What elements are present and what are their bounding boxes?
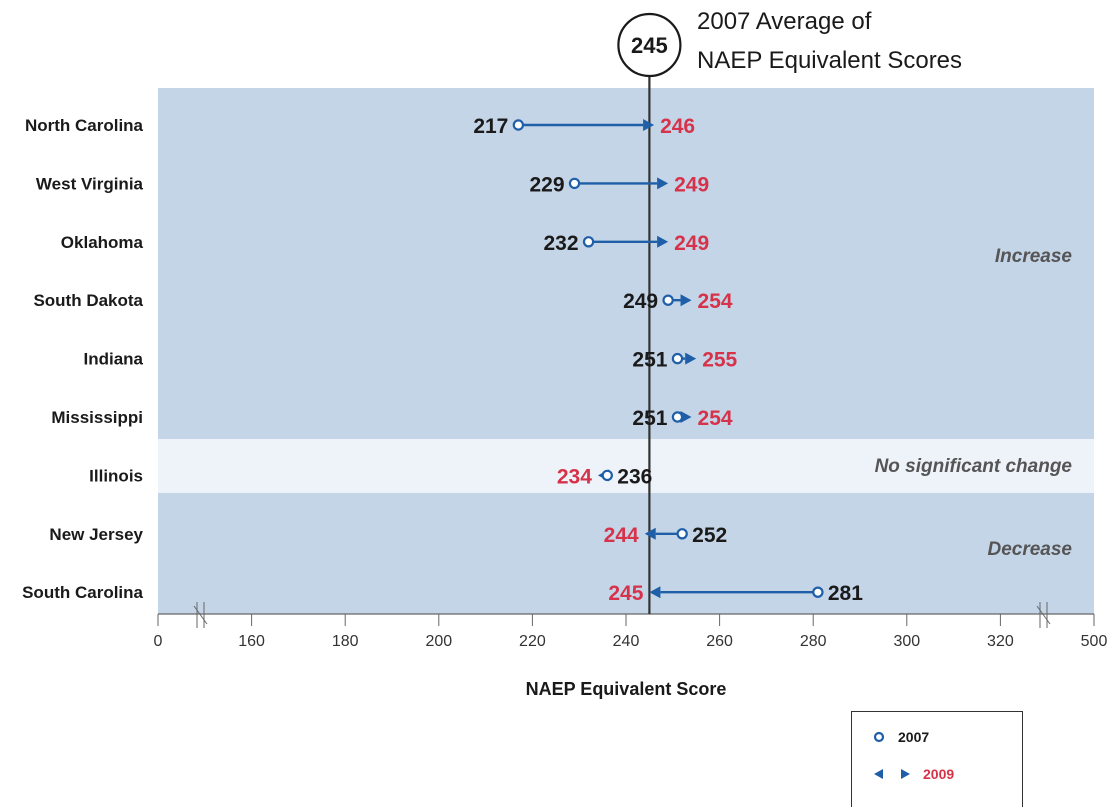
value-2009-south-carolina: 245: [608, 582, 643, 605]
marker-2007-oklahoma: [582, 236, 595, 248]
value-2009-north-carolina: 246: [660, 115, 695, 138]
value-2007-new-jersey: 252: [692, 524, 727, 547]
x-tick-label-260: 260: [706, 633, 733, 650]
legend-2009-right-arrow: [901, 769, 910, 779]
x-axis-title: NAEP Equivalent Score: [526, 679, 727, 699]
axis-break-slash-1: [1036, 605, 1051, 625]
region-label-decrease: Decrease: [987, 539, 1072, 560]
legend-2009-left-arrow: [874, 769, 883, 779]
state-label-new-jersey: New Jersey: [49, 525, 143, 544]
value-2007-north-carolina: 217: [473, 115, 508, 138]
x-tick-label-500: 500: [1081, 633, 1107, 650]
arrowhead-2009-west-virginia: [657, 177, 669, 190]
region-band-decrease: [158, 493, 1094, 614]
x-tick-label-320: 320: [987, 633, 1014, 650]
arrowhead-2009-south-carolina: [649, 586, 661, 599]
arrowhead-2009-south-dakota: [680, 294, 692, 307]
marker-2007-indiana: [671, 352, 684, 365]
value-2009-indiana: 255: [702, 349, 737, 372]
value-2009-west-virginia: 249: [674, 173, 709, 196]
state-label-west-virginia: West Virginia: [36, 174, 144, 193]
x-tick-label-180: 180: [332, 633, 359, 650]
arrowhead-2009-indiana: [685, 352, 697, 365]
state-label-oklahoma: Oklahoma: [61, 233, 144, 252]
x-tick-label-240: 240: [613, 633, 640, 650]
state-label-south-carolina: South Carolina: [22, 583, 143, 602]
value-2007-oklahoma: 232: [544, 232, 579, 255]
value-2009-oklahoma: 249: [674, 232, 709, 255]
state-label-indiana: Indiana: [83, 350, 143, 369]
marker-2007-south-carolina: [812, 586, 824, 598]
state-label-north-carolina: North Carolina: [25, 116, 144, 135]
average-circle: [617, 12, 682, 78]
x-tick-label-220: 220: [519, 633, 546, 650]
value-2007-south-dakota: 249: [623, 290, 658, 313]
value-2009-mississippi: 254: [698, 407, 733, 430]
axis-break-slash-0: [193, 605, 208, 625]
marker-2007-south-dakota: [662, 294, 674, 306]
state-label-illinois: Illinois: [89, 466, 143, 485]
average-circle-value: 245: [631, 33, 668, 58]
region-label-no-significant-change: No significant change: [875, 456, 1073, 477]
value-2009-south-dakota: 254: [698, 290, 733, 313]
region-band-no-significant-change: [158, 439, 1094, 493]
value-2007-west-virginia: 229: [529, 173, 564, 196]
marker-2007-new-jersey: [676, 528, 688, 540]
arrowhead-2009-oklahoma: [657, 235, 669, 248]
legend: 2007 2009: [851, 711, 1023, 807]
marker-2007-north-carolina: [512, 119, 525, 131]
value-2007-illinois: 236: [617, 465, 652, 488]
arrowhead-2009-mississippi: [680, 411, 692, 423]
x-tick-label-300: 300: [893, 633, 920, 650]
arrowhead-2009-north-carolina: [643, 119, 655, 131]
region-label-increase: Increase: [995, 246, 1073, 267]
average-label-line-1: 2007 Average of: [697, 8, 872, 35]
x-tick-label-0: 0: [154, 633, 163, 650]
value-2009-new-jersey: 244: [604, 524, 639, 547]
value-2007-mississippi: 251: [632, 407, 667, 430]
marker-2007-west-virginia: [568, 177, 581, 190]
x-tick-label-280: 280: [800, 633, 827, 650]
legend-2009-label: 2009: [923, 766, 954, 782]
x-tick-label-200: 200: [425, 633, 452, 650]
value-2009-illinois: 234: [557, 465, 592, 488]
marker-2007-illinois: [601, 469, 613, 482]
state-label-south-dakota: South Dakota: [33, 291, 143, 310]
value-2007-south-carolina: 281: [828, 582, 863, 605]
marker-2007-mississippi: [671, 411, 684, 423]
x-tick-label-160: 160: [238, 633, 265, 650]
arrowhead-2009-new-jersey: [644, 527, 656, 540]
legend-2007-marker: [873, 731, 885, 743]
average-label-line-2: NAEP Equivalent Scores: [697, 47, 962, 74]
region-band-increase: [158, 88, 1094, 439]
state-label-mississippi: Mississippi: [51, 408, 143, 427]
value-2007-indiana: 251: [632, 349, 667, 372]
legend-2007-label: 2007: [898, 729, 929, 745]
